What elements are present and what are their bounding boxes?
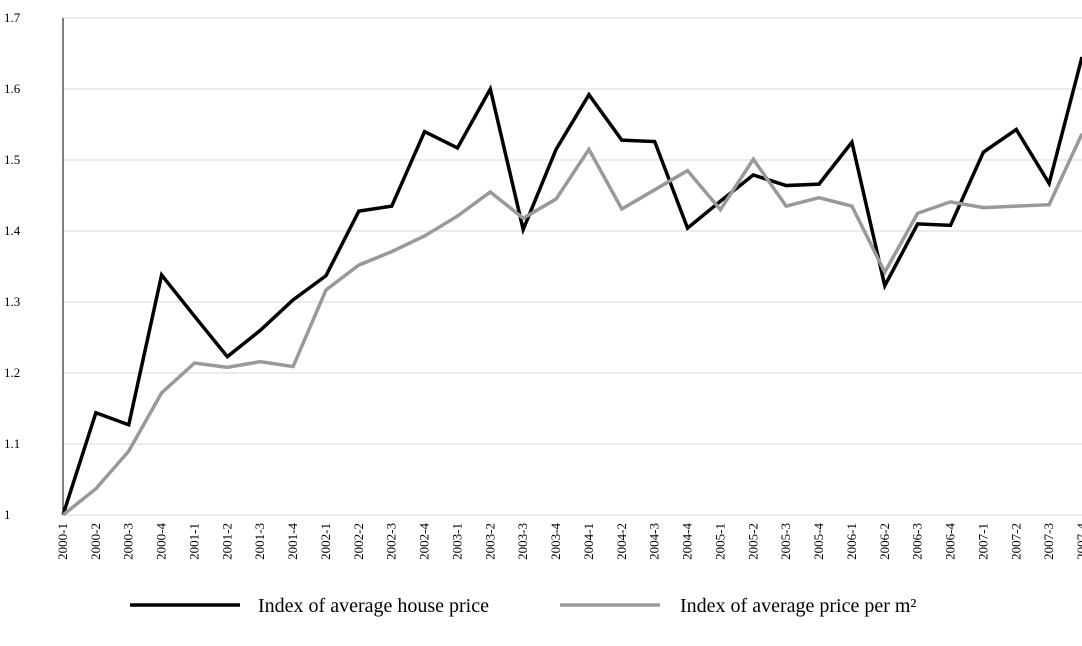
- y-tick-label: 1.3: [4, 294, 20, 309]
- x-tick-label: 2007-3: [1041, 523, 1056, 560]
- line-series: [61, 132, 1082, 517]
- line-series: [61, 56, 1082, 516]
- x-tick-label: 2003-4: [548, 523, 563, 560]
- y-tick-label: 1.2: [4, 365, 20, 380]
- x-tick-label: 2000-2: [88, 523, 103, 560]
- x-tick-label: 2002-4: [417, 523, 432, 560]
- legend-label: Index of average house price: [258, 595, 489, 617]
- x-tick-label: 2006-3: [910, 523, 925, 560]
- y-tick-label: 1.5: [4, 152, 20, 167]
- x-tick-label: 2003-3: [515, 523, 530, 560]
- y-tick-label: 1.4: [4, 223, 21, 238]
- x-tick-label: 2003-2: [482, 523, 497, 560]
- x-tick-label: 2004-2: [614, 523, 629, 560]
- x-tick-label: 2002-1: [318, 523, 333, 560]
- legend-label: Index of average price per m²: [680, 595, 916, 617]
- x-tick-label: 2001-1: [186, 523, 201, 560]
- x-tick-label: 2005-3: [778, 523, 793, 560]
- x-tick-label: 2007-1: [975, 523, 990, 560]
- y-tick-label: 1.6: [4, 81, 21, 96]
- x-tick-label: 2002-3: [384, 523, 399, 560]
- x-tick-label: 2000-4: [154, 523, 169, 560]
- y-tick-label: 1.1: [4, 436, 20, 451]
- x-tick-label: 2007-4: [1074, 523, 1082, 560]
- x-tick-label: 2007-2: [1008, 523, 1023, 560]
- x-tick-label: 2005-2: [745, 523, 760, 560]
- y-tick-label: 1.7: [4, 10, 21, 25]
- x-tick-label: 2006-2: [877, 523, 892, 560]
- x-tick-label: 2005-4: [811, 523, 826, 560]
- x-tick-label: 2001-4: [285, 523, 300, 560]
- x-tick-label: 2002-2: [351, 523, 366, 560]
- x-tick-label: 2004-4: [680, 523, 695, 560]
- y-tick-label: 1: [4, 507, 11, 522]
- x-tick-label: 2001-2: [219, 523, 234, 560]
- x-tick-label: 2006-1: [844, 523, 859, 560]
- x-tick-label: 2001-3: [252, 523, 267, 560]
- x-tick-label: 2005-1: [712, 523, 727, 560]
- x-tick-label: 2004-1: [581, 523, 596, 560]
- x-tick-label: 2006-4: [943, 523, 958, 560]
- x-tick-label: 2003-1: [449, 523, 464, 560]
- x-tick-label: 2004-3: [647, 523, 662, 560]
- x-tick-label: 2000-3: [121, 523, 136, 560]
- x-tick-label: 2000-1: [55, 523, 70, 560]
